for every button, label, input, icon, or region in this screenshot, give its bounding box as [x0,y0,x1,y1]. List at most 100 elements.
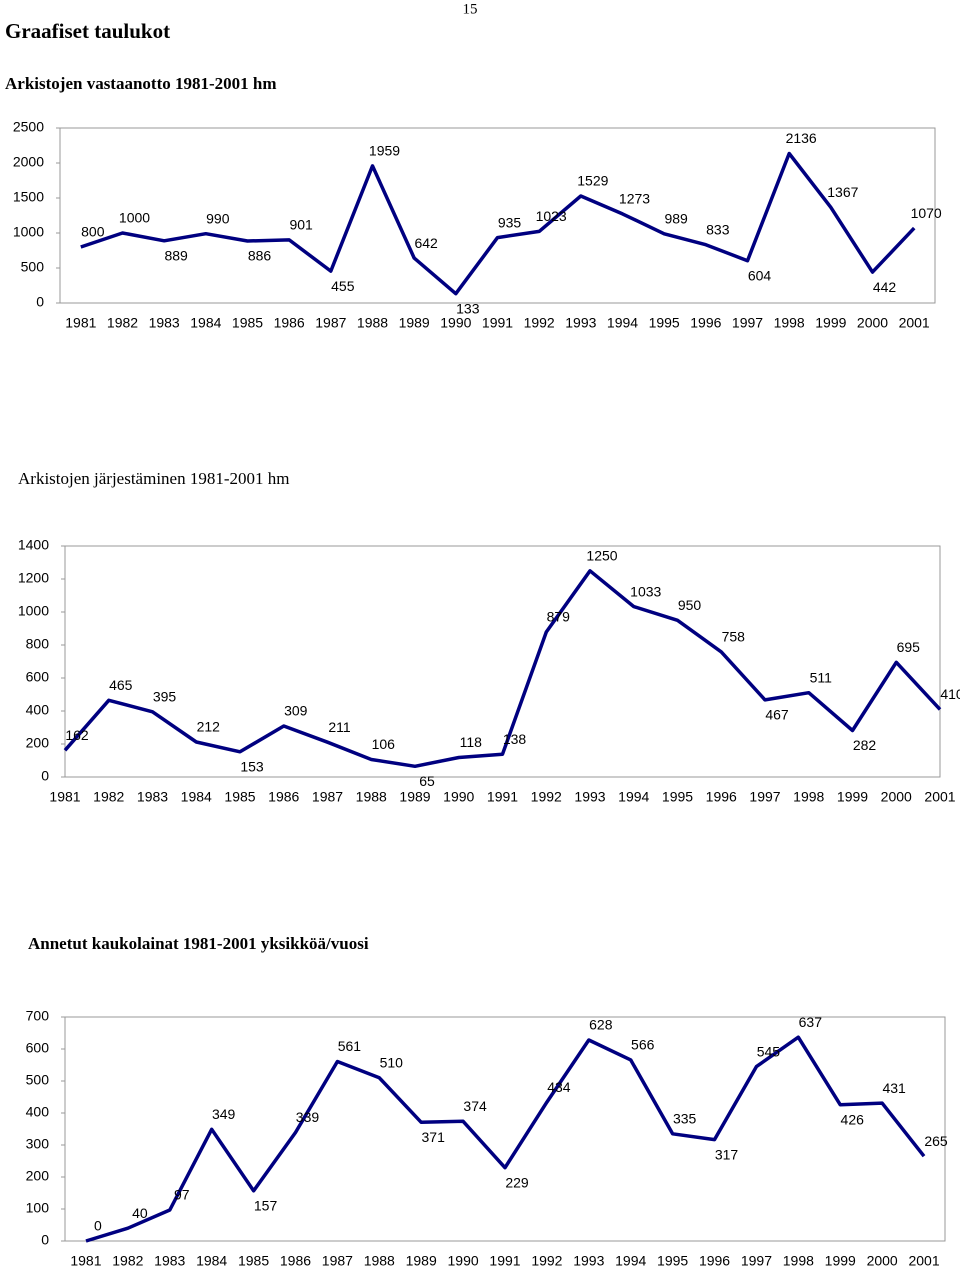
data-line [85,1035,926,1243]
x-tick-label: 1984 [196,1253,227,1269]
x-tick-label: 2000 [867,1253,898,1269]
x-tick-label: 1988 [356,789,387,805]
x-tick-label: 1999 [837,789,868,805]
value-label: 309 [284,703,308,719]
plot-frame [59,127,936,304]
x-tick-label: 1996 [690,315,721,331]
page-number: 15 [463,1,478,17]
value-label: 282 [853,737,877,753]
value-label: 431 [882,1080,906,1096]
x-tick-label: 1986 [280,1253,311,1269]
value-label: 1529 [577,173,608,189]
y-tick-label: 200 [26,735,50,751]
x-tick-label: 1983 [154,1253,185,1269]
x-tick-label: 1989 [406,1253,437,1269]
value-label: 1250 [586,547,617,563]
value-label: 1000 [119,210,150,226]
value-label: 1367 [827,184,858,200]
x-tick-label: 1992 [531,1253,562,1269]
value-label: 758 [722,629,746,645]
plot-frame [64,1016,946,1242]
value-label: 97 [174,1187,190,1203]
value-label: 434 [547,1079,571,1095]
value-label: 510 [380,1055,404,1071]
x-tick-label: 1987 [315,315,346,331]
value-label: 950 [678,597,702,613]
value-label: 455 [331,278,355,294]
x-tick-label: 1986 [274,315,305,331]
x-tick-label: 1988 [357,315,388,331]
x-tick-label: 1981 [65,315,96,331]
value-label: 265 [924,1133,948,1149]
x-tick-label: 1998 [783,1253,814,1269]
value-label: 1033 [630,583,661,599]
x-tick-label: 1995 [662,789,693,805]
value-label: 106 [372,736,396,752]
value-label: 212 [197,719,221,735]
y-tick-label: 400 [26,702,50,718]
x-tick-label: 1998 [774,315,805,331]
value-label: 935 [498,214,522,230]
x-tick-label: 1987 [322,1253,353,1269]
value-label: 800 [81,224,105,240]
y-tick-label: 0 [41,1232,49,1248]
x-tick-label: 1986 [268,789,299,805]
value-label: 153 [240,758,264,774]
value-label: 886 [248,248,272,264]
y-tick-label: 200 [26,1168,50,1184]
value-label: 628 [589,1017,613,1033]
y-tick-label: 2500 [13,119,44,135]
x-tick-label: 1993 [573,1253,604,1269]
plot-frame [64,545,941,778]
chart-title: Arkistojen järjestäminen 1981-2001 hm [18,469,289,488]
value-label: 642 [414,235,438,251]
x-tick-label: 1982 [112,1253,143,1269]
x-tick-label: 1992 [531,789,562,805]
value-label: 566 [631,1037,655,1053]
chart-title: Arkistojen vastaanotto 1981-2001 hm [5,74,277,93]
value-label: 371 [422,1129,446,1145]
value-label: 604 [748,267,772,283]
x-tick-label: 2001 [924,789,955,805]
y-tick-label: 400 [26,1104,50,1120]
y-tick-label: 500 [21,259,45,275]
value-label: 410 [940,686,960,702]
value-label: 1273 [619,191,650,207]
y-tick-label: 100 [26,1200,50,1216]
y-tick-label: 1200 [18,570,49,586]
x-tick-label: 1997 [732,315,763,331]
value-label: 1023 [536,208,567,224]
value-label: 229 [505,1174,529,1190]
y-tick-label: 300 [26,1136,50,1152]
y-tick-label: 600 [26,669,50,685]
value-label: 374 [463,1098,487,1114]
value-label: 335 [673,1111,697,1127]
y-tick-label: 500 [26,1072,50,1088]
x-tick-label: 1985 [224,789,255,805]
x-tick-label: 1997 [749,789,780,805]
x-tick-label: 1988 [364,1253,395,1269]
x-tick-label: 1985 [238,1253,269,1269]
x-tick-label: 1996 [699,1253,730,1269]
value-label: 138 [503,731,527,747]
y-tick-label: 800 [26,636,50,652]
data-line [80,151,916,296]
value-label: 545 [757,1043,781,1059]
x-tick-label: 1990 [440,315,471,331]
value-label: 989 [664,210,688,226]
x-tick-label: 1990 [443,789,474,805]
x-tick-label: 1994 [615,1253,646,1269]
value-label: 990 [206,210,230,226]
x-tick-label: 1983 [149,315,180,331]
value-label: 442 [873,279,897,295]
x-tick-label: 1997 [741,1253,772,1269]
value-label: 879 [547,609,571,625]
x-tick-label: 1992 [524,315,555,331]
x-tick-label: 1996 [706,789,737,805]
value-label: 901 [289,217,313,233]
value-label: 561 [338,1038,362,1054]
x-tick-label: 1989 [399,789,430,805]
y-tick-label: 1400 [18,537,49,553]
